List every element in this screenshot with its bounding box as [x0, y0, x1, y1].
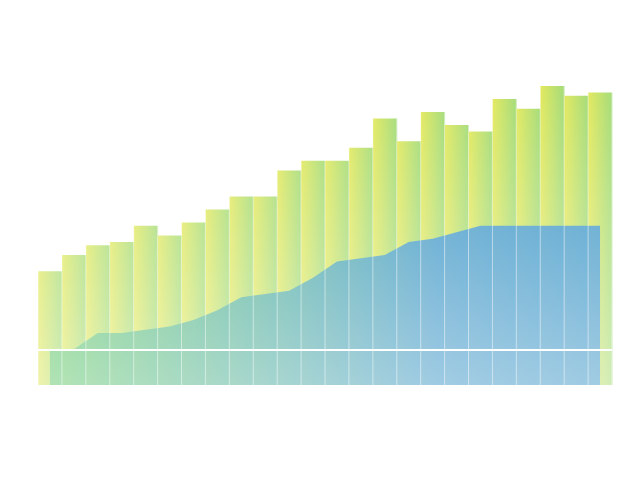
column-dividers [37, 60, 613, 385]
